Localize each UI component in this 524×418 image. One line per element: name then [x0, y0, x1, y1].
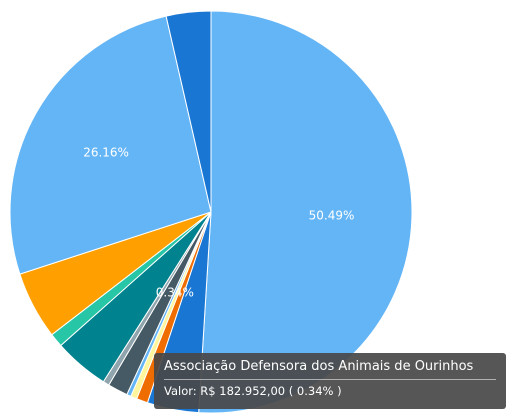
- tooltip-value: Valor: R$ 182.952,00 ( 0.34% ): [164, 384, 342, 398]
- tooltip-title: Associação Defensora dos Animais de Ouri…: [164, 359, 474, 374]
- tooltip-divider: [164, 379, 496, 380]
- slice-label-10: 26.16%: [83, 146, 129, 160]
- pie-slice-10[interactable]: [9, 15, 212, 275]
- tooltip: Associação Defensora dos Animais de Ouri…: [154, 353, 506, 409]
- pie-slice-11[interactable]: [165, 10, 212, 213]
- slice-label-4: 0.34%: [156, 286, 194, 300]
- slice-label-0: 50.49%: [309, 209, 355, 223]
